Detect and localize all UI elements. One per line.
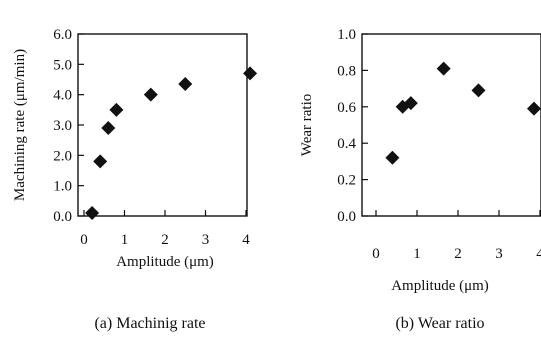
y-tick-label: 4.0 <box>53 88 72 104</box>
y-axis: 0.0 1.0 2.0 3.0 4.0 5.0 6.0 <box>53 27 84 225</box>
y-tick-label: 0.2 <box>337 173 356 189</box>
data-point <box>403 96 418 111</box>
y-tick-label: 0.0 <box>53 209 72 225</box>
panel-machining-rate: 0.0 1.0 2.0 3.0 4.0 5.0 6.0 0 1 2 3 4 Machining ra… <box>12 27 258 332</box>
x-tick-label: 3 <box>202 232 210 248</box>
y-axis-label: Wear ratio <box>299 94 315 157</box>
x-tick-label: 0 <box>372 246 380 262</box>
y-tick-label: 1.0 <box>337 27 356 43</box>
x-axis-label: Amplitude (μm) <box>391 278 489 294</box>
x-tick-label: 1 <box>121 232 129 248</box>
plot-frame <box>77 33 248 217</box>
x-tick-label: 0 <box>80 232 88 248</box>
data-point <box>85 205 100 220</box>
x-tick-label: 4 <box>242 232 250 248</box>
y-tick-label: 1.0 <box>53 179 72 195</box>
panel-caption: (b) Wear ratio <box>395 315 484 332</box>
y-tick-label: 0.0 <box>337 209 356 225</box>
panel-wear-ratio: 0.0 0.2 0.4 0.6 0.8 1.0 0 1 2 3 4 Wear ratio Ampl… <box>299 27 541 332</box>
data-point <box>436 61 451 76</box>
x-tick-label: 2 <box>454 246 462 262</box>
x-tick-label: 3 <box>495 246 503 262</box>
data-series <box>385 61 541 165</box>
x-axis: 0 1 2 3 4 <box>372 210 541 262</box>
data-point <box>471 83 486 98</box>
data-point <box>143 87 158 102</box>
y-tick-label: 0.8 <box>337 63 356 79</box>
y-tick-label: 5.0 <box>53 57 72 73</box>
data-point <box>178 77 193 92</box>
x-tick-label: 4 <box>536 246 541 262</box>
x-axis-label: Amplitude (μm) <box>116 254 214 270</box>
data-point <box>385 150 400 165</box>
y-tick-label: 3.0 <box>53 118 72 134</box>
data-series <box>85 66 258 220</box>
x-tick-label: 1 <box>413 246 421 262</box>
y-tick-label: 0.6 <box>337 100 356 116</box>
plot-frame <box>361 33 541 217</box>
data-point <box>109 102 124 117</box>
data-point <box>101 121 116 136</box>
data-point <box>93 154 108 169</box>
data-point <box>243 66 258 81</box>
panel-caption: (a) Machinig rate <box>94 315 205 332</box>
data-point <box>527 101 541 116</box>
x-tick-label: 2 <box>161 232 169 248</box>
x-axis: 0 1 2 3 4 <box>80 210 250 248</box>
y-axis-label: Machining rate (μm/min) <box>12 49 28 201</box>
y-tick-label: 6.0 <box>53 27 72 43</box>
y-axis: 0.0 0.2 0.4 0.6 0.8 1.0 <box>337 27 368 225</box>
y-tick-label: 0.4 <box>337 136 356 152</box>
y-tick-label: 2.0 <box>53 148 72 164</box>
